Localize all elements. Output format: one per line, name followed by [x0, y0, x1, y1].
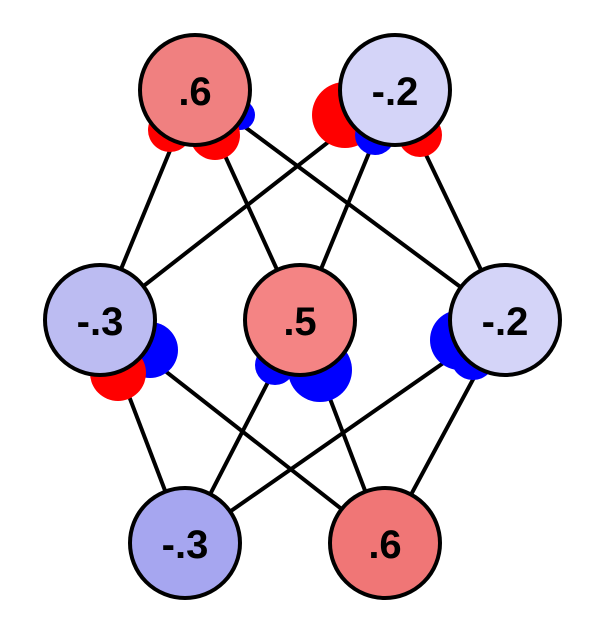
node-circle-mid-center — [243, 263, 357, 377]
node-label-bot-right: .6 — [368, 523, 401, 567]
node-top-right: -.2 — [338, 33, 452, 147]
node-mid-left: -.3 — [43, 263, 157, 377]
node-circle-top-left — [138, 33, 252, 147]
node-bot-left: -.3 — [128, 486, 242, 600]
node-mid-right: -.2 — [448, 263, 562, 377]
node-circle-bot-right — [328, 486, 442, 600]
node-label-top-left: .6 — [178, 70, 211, 114]
node-circle-mid-right — [448, 263, 562, 377]
node-circle-mid-left — [43, 263, 157, 377]
node-label-mid-left: -.3 — [77, 300, 124, 344]
node-label-mid-right: -.2 — [482, 300, 529, 344]
node-circle-top-right — [338, 33, 452, 147]
node-label-bot-left: -.3 — [162, 523, 209, 567]
node-bot-right: .6 — [328, 486, 442, 600]
node-label-mid-center: .5 — [283, 300, 316, 344]
nodes-layer: .6 -.2 -.3 .5 -.2 -.3 .6 — [43, 33, 562, 600]
node-mid-center: .5 — [243, 263, 357, 377]
node-circle-bot-left — [128, 486, 242, 600]
node-top-left: .6 — [138, 33, 252, 147]
node-label-top-right: -.2 — [372, 70, 419, 114]
